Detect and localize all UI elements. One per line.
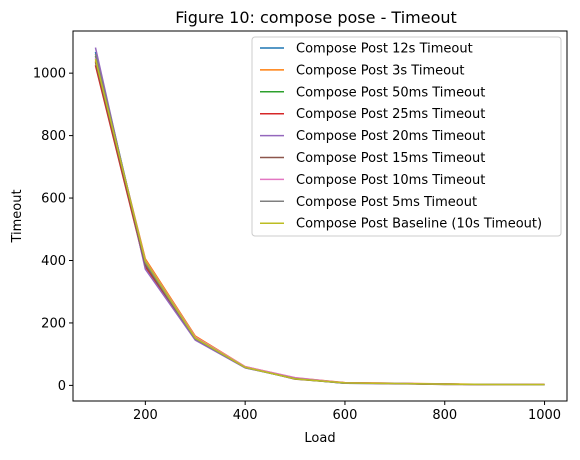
x-tick-label-4: 1000 bbox=[528, 408, 561, 423]
plot-frame bbox=[72, 30, 568, 402]
y-tick-label-4: 800 bbox=[41, 129, 66, 144]
x-tick-label-0: 200 bbox=[133, 408, 158, 423]
x-tick-label-2: 600 bbox=[333, 408, 358, 423]
x-tick-label-1: 400 bbox=[233, 408, 258, 423]
legend-label-2: Compose Post 50ms Timeout bbox=[296, 85, 485, 100]
x-tick-label-3: 800 bbox=[432, 408, 457, 423]
chart-title: Figure 10: compose pose - Timeout bbox=[175, 8, 457, 27]
legend-items: Compose Post 12s Timeout Compose Post 3s … bbox=[260, 42, 542, 232]
y-tick-label-2: 400 bbox=[41, 254, 66, 269]
y-tick-label-1: 200 bbox=[41, 316, 66, 331]
legend-label-3: Compose Post 25ms Timeout bbox=[296, 107, 485, 122]
legend: Compose Post 12s Timeout Compose Post 3s … bbox=[251, 36, 562, 237]
y-tick-label-0: 0 bbox=[58, 379, 66, 394]
legend-box bbox=[251, 36, 562, 237]
legend-label-7: Compose Post 5ms Timeout bbox=[296, 195, 477, 210]
legend-label-0: Compose Post 12s Timeout bbox=[296, 42, 473, 57]
x-axis-ticks: 200 400 600 800 1000 bbox=[133, 401, 561, 423]
y-tick-label-3: 600 bbox=[41, 192, 66, 207]
plot-lines bbox=[94, 47, 545, 386]
legend-label-5: Compose Post 15ms Timeout bbox=[296, 151, 485, 166]
series-line-8 bbox=[94, 58, 545, 386]
legend-label-6: Compose Post 10ms Timeout bbox=[296, 173, 485, 188]
legend-label-8: Compose Post Baseline (10s Timeout) bbox=[296, 217, 542, 232]
y-axis-ticks: 0 200 400 600 800 1000 bbox=[33, 67, 73, 394]
y-axis-label: Timeout bbox=[10, 189, 25, 243]
y-tick-label-5: 1000 bbox=[33, 67, 66, 82]
legend-label-4: Compose Post 20ms Timeout bbox=[296, 129, 485, 144]
legend-label-1: Compose Post 3s Timeout bbox=[296, 63, 464, 78]
x-axis-label: Load bbox=[304, 431, 335, 446]
